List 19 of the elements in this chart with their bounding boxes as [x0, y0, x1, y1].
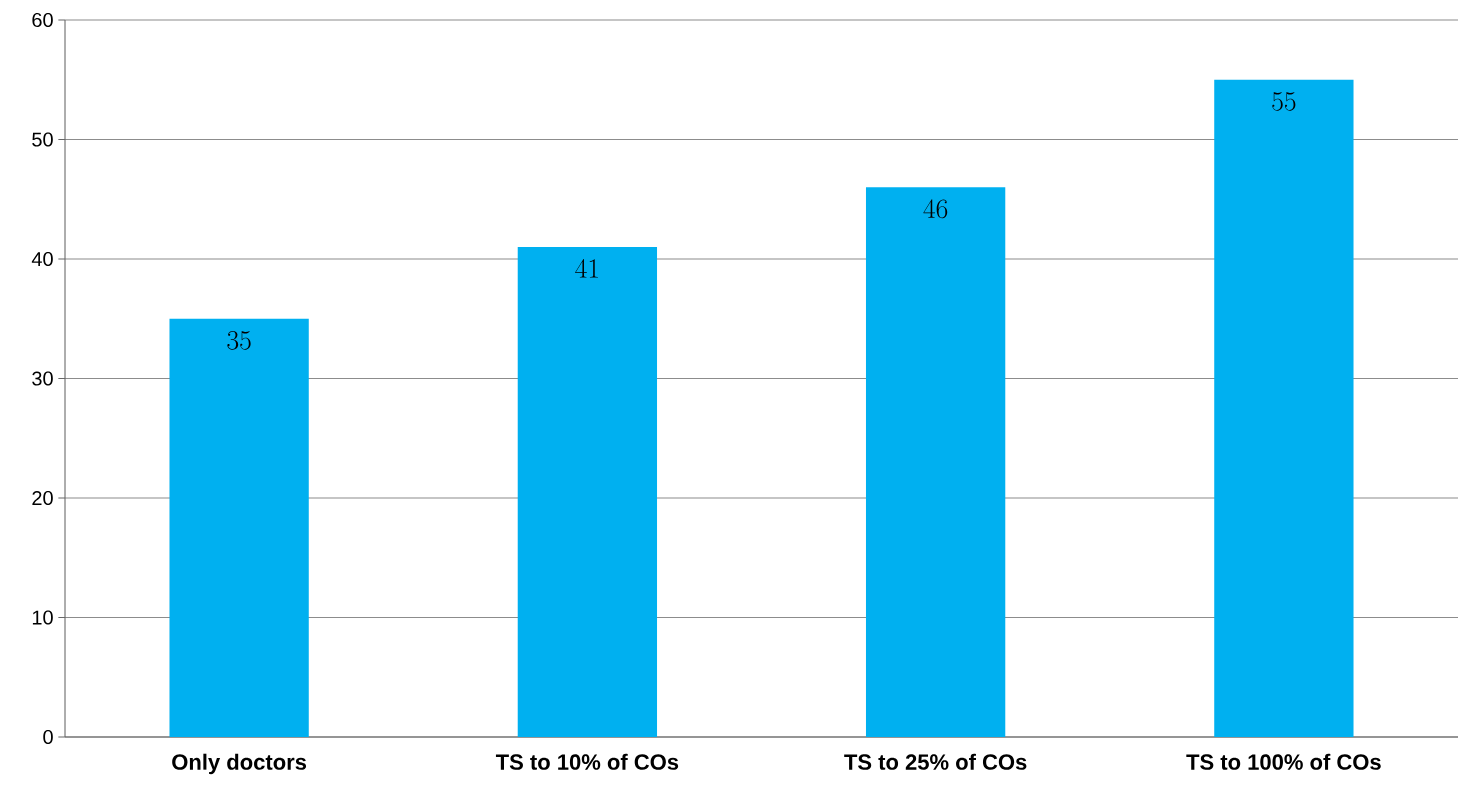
- y-tick-label: 30: [32, 371, 53, 386]
- y-tick-label: 40: [31, 251, 53, 267]
- y-tick-label: 50: [32, 132, 53, 147]
- y-tick-label: 0: [43, 729, 53, 745]
- data-label: 55: [1272, 92, 1296, 111]
- data-label: 41: [575, 259, 598, 278]
- bar: [1214, 79, 1354, 737]
- data-label: 46: [923, 199, 948, 219]
- bar: [865, 187, 1006, 737]
- x-tick-label: Only doctors: [172, 753, 307, 775]
- data-label: 35: [227, 331, 251, 350]
- x-tick-label: TS to 10% of COs: [495, 753, 679, 770]
- y-tick-label: 20: [32, 490, 53, 506]
- bar: [169, 318, 309, 737]
- y-tick-label: 10: [32, 610, 53, 625]
- bar: [517, 247, 658, 737]
- x-tick-label: TS to 25% of COs: [844, 753, 1027, 770]
- y-tick-label: 60: [32, 12, 53, 28]
- x-tick-label: TS to 100% of COs: [1186, 753, 1381, 770]
